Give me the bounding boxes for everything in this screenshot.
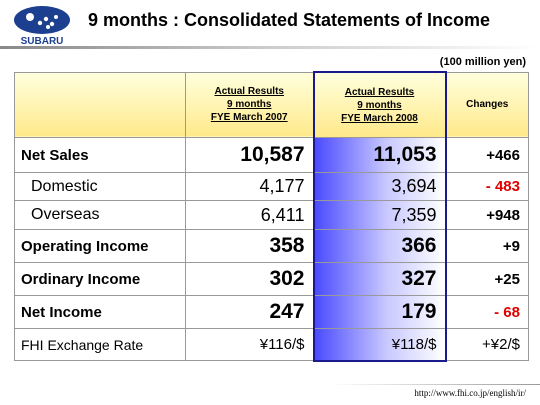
logo-star bbox=[49, 21, 55, 27]
table-row: Overseas 6,411 7,359 +948 bbox=[14, 200, 529, 230]
cell: 6,411 bbox=[185, 200, 314, 230]
header-cell: Actual Results 9 months FYE March 2007 bbox=[185, 71, 314, 138]
row-label: Net Sales bbox=[14, 137, 186, 173]
cell: 11,053 bbox=[312, 137, 447, 173]
header-line: 9 months bbox=[357, 99, 402, 111]
header-cell: Actual Results 9 months FYE March 2008 bbox=[312, 71, 447, 138]
cell: 358 bbox=[185, 229, 314, 263]
cell: 7,359 bbox=[312, 200, 447, 230]
header-line: 9 months bbox=[227, 99, 272, 111]
cell: 179 bbox=[312, 295, 447, 329]
cell: 302 bbox=[185, 262, 314, 296]
cell: 247 bbox=[185, 295, 314, 329]
cell: 10,587 bbox=[185, 137, 314, 173]
table-row: Domestic 4,177 3,694- 483 bbox=[14, 172, 529, 201]
table-row: Operating Income 358 366 +9 bbox=[14, 229, 529, 263]
cell: +948 bbox=[445, 200, 529, 230]
table-row: FHI Exchange Rate ¥116/$ ¥118/$ +¥2/$ bbox=[14, 328, 529, 362]
row-label: Ordinary Income bbox=[14, 262, 186, 296]
logo-text: SUBARU bbox=[21, 36, 64, 47]
header-line: Actual Results bbox=[344, 86, 415, 98]
cell: ¥118/$ bbox=[312, 328, 447, 362]
cell: +9 bbox=[445, 229, 529, 263]
header-line: FYE March 2008 bbox=[341, 112, 418, 124]
cell: +25 bbox=[445, 262, 529, 296]
row-label: FHI Exchange Rate bbox=[14, 328, 186, 361]
logo-star bbox=[46, 25, 50, 29]
cell: 3,694 bbox=[312, 172, 447, 201]
title: 9 months : Consolidated Statements of In… bbox=[88, 10, 491, 30]
cell: +¥2/$ bbox=[445, 328, 529, 361]
cell: +466 bbox=[445, 137, 529, 173]
row-label: Net Income bbox=[14, 295, 186, 329]
header-row: Actual Results 9 months FYE March 2007 Act… bbox=[14, 71, 529, 138]
header-line: Actual Results bbox=[214, 86, 284, 98]
unit-note: (100 million yen) bbox=[439, 56, 526, 68]
income-table: Actual Results 9 months FYE March 2007 Act… bbox=[14, 71, 529, 362]
header-rule bbox=[0, 46, 540, 49]
header-cell: Changes bbox=[445, 71, 529, 138]
logo-star bbox=[43, 16, 49, 22]
header-cell bbox=[14, 71, 186, 138]
cell: 366 bbox=[312, 229, 447, 263]
footer-rule bbox=[330, 384, 540, 385]
cell: - 68 bbox=[445, 295, 529, 329]
table-row: Net Sales 10,587 11,053 +466 bbox=[14, 137, 529, 173]
footer-url: http://www.fhi.co.jp/english/ir/ bbox=[414, 388, 526, 398]
cell: - 483 bbox=[445, 172, 529, 201]
table-row: Ordinary Income 302 327 +25 bbox=[14, 262, 529, 296]
logo-star bbox=[37, 20, 43, 26]
header-line: FYE March 2007 bbox=[210, 112, 288, 124]
logo-star bbox=[26, 13, 34, 21]
cell: 4,177 bbox=[185, 172, 314, 201]
logo-star bbox=[54, 15, 58, 19]
row-label: Overseas bbox=[14, 200, 186, 230]
row-label: Domestic bbox=[14, 172, 186, 201]
logo-oval bbox=[14, 6, 70, 34]
table-row: Net Income 247 179- 68 bbox=[14, 295, 529, 329]
cell: 327 bbox=[312, 262, 447, 296]
logo: SUBARU bbox=[14, 6, 70, 47]
cell: ¥116/$ bbox=[185, 328, 314, 361]
row-label: Operating Income bbox=[14, 229, 186, 263]
